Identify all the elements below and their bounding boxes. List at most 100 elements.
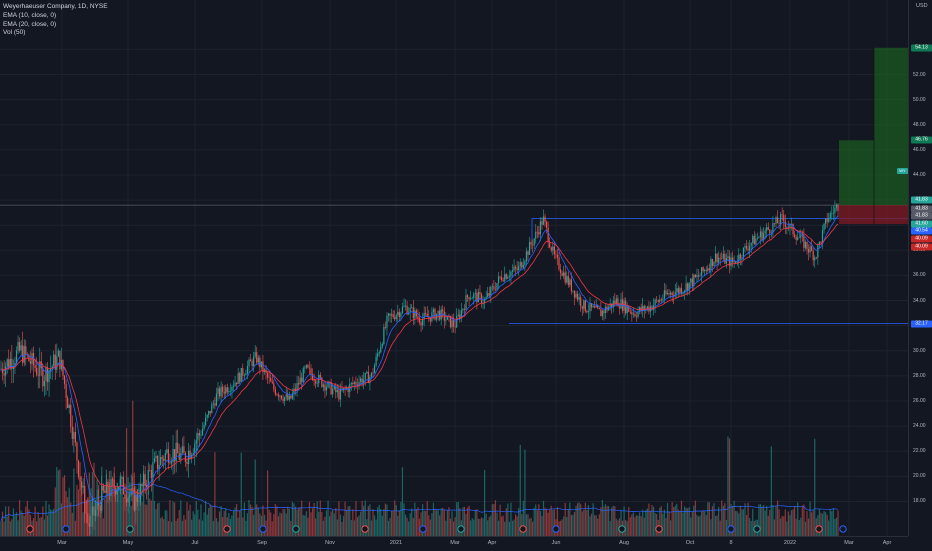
volume-bar xyxy=(656,514,658,536)
event-marker-icon xyxy=(618,525,626,533)
candle-body xyxy=(694,274,696,278)
volume-bar xyxy=(245,520,247,536)
volume-bar xyxy=(792,509,794,536)
symbol-title[interactable]: Weyerhaeuser Company, 1D, NYSE xyxy=(3,3,108,10)
candle-body xyxy=(511,270,514,272)
volume-bar xyxy=(108,471,111,536)
candle-body xyxy=(834,207,836,213)
volume-bar xyxy=(350,520,352,536)
volume-bar xyxy=(143,471,145,536)
candle-body xyxy=(507,277,509,279)
time-tick-label: 8 xyxy=(729,540,733,546)
volume-bar xyxy=(116,482,118,536)
candle-body xyxy=(519,262,521,266)
ema10-line xyxy=(0,215,839,505)
price-chart[interactable] xyxy=(0,0,908,536)
candle-body xyxy=(542,216,545,225)
chart-pane[interactable]: Weyerhaeuser Company, 1D, NYSE EMA (10, … xyxy=(0,0,908,536)
volume-bar xyxy=(113,472,115,536)
volume-bar xyxy=(773,519,776,536)
candle-body xyxy=(567,276,569,286)
candle-body xyxy=(358,381,360,387)
candle-body xyxy=(206,414,208,418)
volume-bar xyxy=(524,449,526,536)
candle-body xyxy=(48,370,50,383)
time-scale[interactable]: Mar May Jul Sep Nov 2021 Mar Apr Jun Aug Oct 8 2022 M… xyxy=(0,536,908,551)
volume-bar xyxy=(611,507,613,536)
volume-bar xyxy=(550,505,552,536)
candle-body xyxy=(429,317,431,322)
volume-bar xyxy=(324,516,326,536)
candle-body xyxy=(42,368,44,387)
candle-body xyxy=(94,509,97,516)
time-tick-label: Sep xyxy=(257,540,267,546)
volume-bar xyxy=(73,468,75,536)
candle-body xyxy=(792,224,794,235)
time-tick-label: Aug xyxy=(619,540,629,546)
candle-body xyxy=(169,462,171,464)
candle-body xyxy=(422,319,424,326)
candle-body xyxy=(356,384,359,387)
candle-body xyxy=(282,398,284,402)
volume-bar xyxy=(259,513,261,536)
volume-bar xyxy=(282,508,284,536)
volume-bar xyxy=(218,511,221,536)
candle-body xyxy=(34,365,36,369)
volume-bar xyxy=(809,501,811,536)
candle-body xyxy=(211,404,213,414)
candle-body xyxy=(812,250,814,261)
volume-bar xyxy=(668,511,670,536)
candle-body xyxy=(267,372,269,378)
ema20-legend[interactable]: EMA (20, close, 0) xyxy=(3,20,57,28)
candle-body xyxy=(65,383,67,398)
volume-bar xyxy=(195,500,197,536)
event-marker-icon xyxy=(552,525,560,533)
candle-body xyxy=(683,290,686,293)
volume-bar xyxy=(105,469,107,536)
volume-bar xyxy=(471,518,473,536)
volume-bar xyxy=(37,512,39,536)
candle-body xyxy=(530,242,532,245)
candle-body xyxy=(277,394,280,397)
candle-body xyxy=(821,230,824,243)
candle-body xyxy=(680,288,683,294)
long-position-tool xyxy=(839,47,908,225)
volume-bar xyxy=(339,514,342,536)
vol-legend[interactable]: Vol (50) xyxy=(3,29,26,37)
candle-body xyxy=(699,275,701,277)
volume-bar xyxy=(280,513,283,536)
volume-bar xyxy=(649,511,652,536)
volume-bar xyxy=(417,507,419,536)
volume-bar xyxy=(556,507,559,536)
volume-bar xyxy=(515,514,517,536)
volume-bar xyxy=(679,510,681,536)
candle-body xyxy=(547,227,549,243)
candle-body xyxy=(287,394,289,400)
volume-bar xyxy=(184,519,187,536)
volume-bar xyxy=(420,512,422,536)
volume-bar xyxy=(769,509,771,536)
candle-body xyxy=(691,278,693,286)
candle-body xyxy=(246,366,249,374)
volume-bar xyxy=(144,504,146,536)
candle-body xyxy=(459,314,461,319)
price-scale[interactable]: USD 54.0052.0050.0048.0046.0044.0042.004… xyxy=(908,0,932,536)
candle-body xyxy=(96,501,98,510)
candle-body xyxy=(679,288,681,293)
candle-body xyxy=(724,253,726,264)
candle-body xyxy=(181,446,183,454)
candle-body xyxy=(141,484,143,486)
volume-bar xyxy=(290,520,292,536)
volume-bar xyxy=(394,500,396,536)
ema10-legend[interactable]: EMA (10, close, 0) xyxy=(3,11,57,19)
candle-body xyxy=(674,291,676,297)
candle-body xyxy=(468,297,470,300)
volume-bar xyxy=(6,516,8,536)
volume-bar xyxy=(456,502,458,536)
event-marker-icon xyxy=(62,525,70,533)
volume-bar xyxy=(536,510,538,536)
candle-body xyxy=(516,268,518,270)
volume-bar xyxy=(623,506,625,536)
volume-bar xyxy=(330,511,332,536)
volume-bar xyxy=(229,518,231,536)
